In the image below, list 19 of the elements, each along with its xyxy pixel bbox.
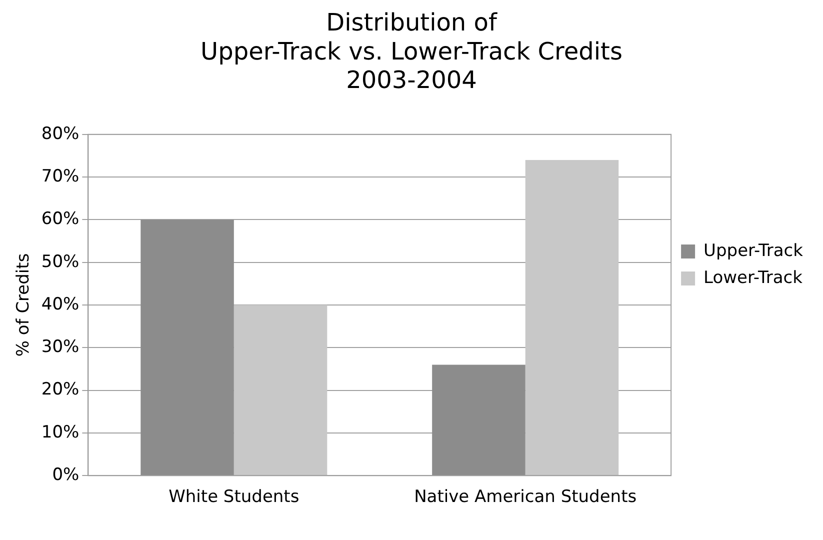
x-tick-label: Native American Students xyxy=(414,487,637,508)
y-axis-title: % of Credits xyxy=(14,253,34,357)
bar xyxy=(432,364,526,476)
y-tick-label: 60% xyxy=(41,209,80,230)
y-tick-label: 70% xyxy=(41,166,80,186)
bar xyxy=(525,160,619,476)
legend-label: Upper-Track xyxy=(704,240,804,261)
y-tick-label: 40% xyxy=(41,294,80,314)
bar xyxy=(234,305,328,476)
y-tick-label: 30% xyxy=(41,337,80,358)
y-tick-label: 20% xyxy=(41,380,80,400)
y-tick-label: 80% xyxy=(41,124,80,144)
legend-label: Lower-Track xyxy=(704,268,803,288)
chart-title: Distribution of Upper-Track vs. Lower-Track Credits 2003-2004 xyxy=(200,8,622,94)
bar xyxy=(140,220,234,476)
y-tick-label: 0% xyxy=(52,465,80,486)
y-tick-label: 10% xyxy=(41,422,80,442)
x-tick-label: White Students xyxy=(168,487,300,508)
y-tick-label: 50% xyxy=(41,252,80,272)
